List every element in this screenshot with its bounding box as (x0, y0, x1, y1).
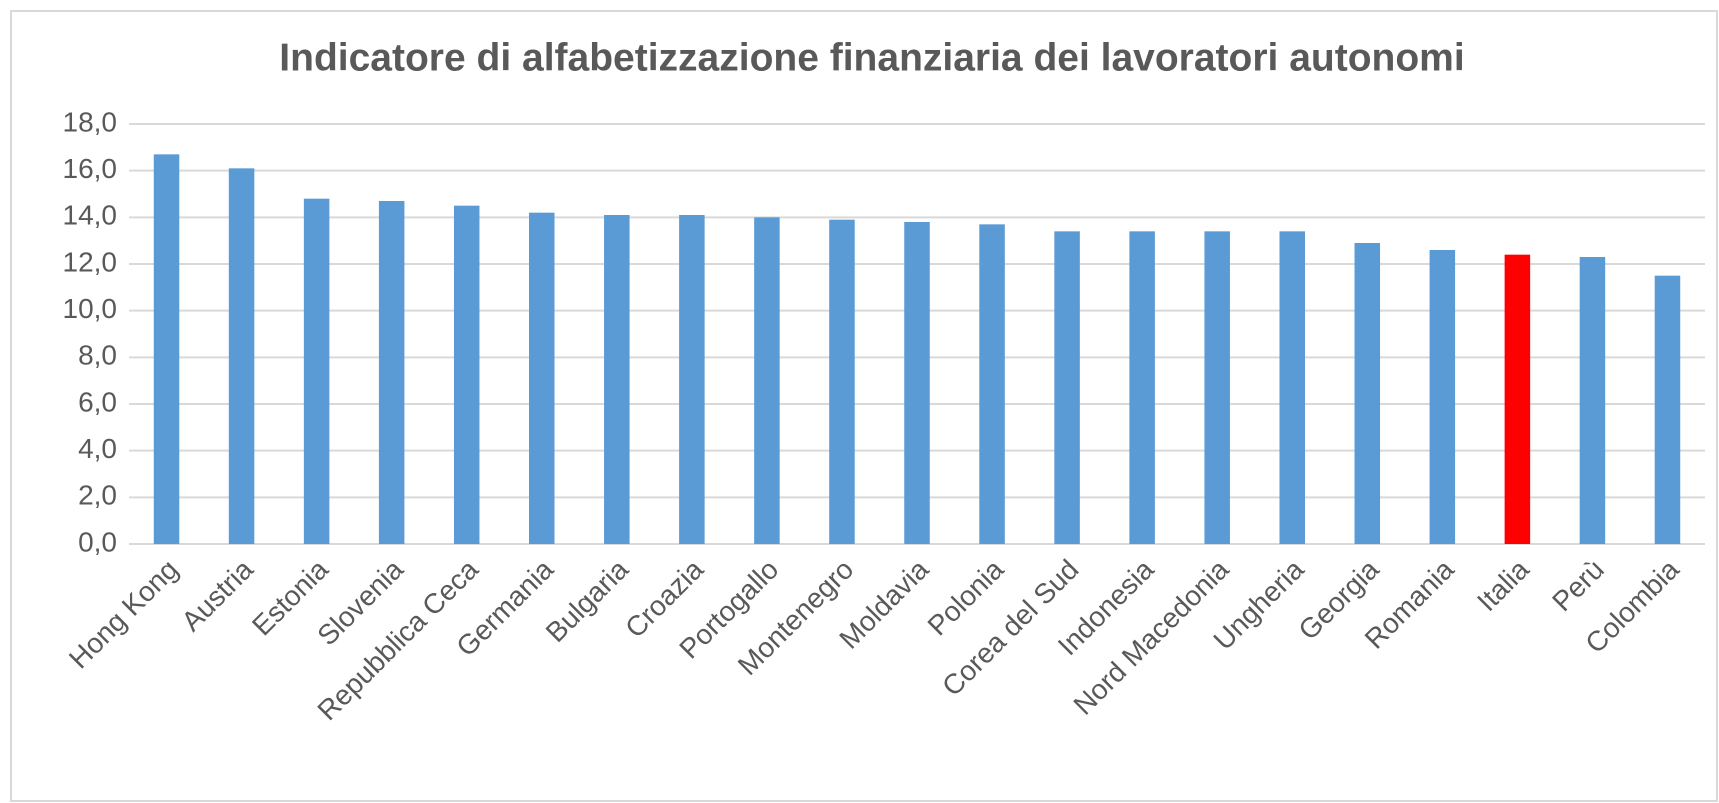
bar (529, 212, 555, 544)
bar (679, 215, 705, 544)
y-tick-label: 8,0 (78, 340, 117, 371)
bar (378, 201, 405, 544)
bar (1579, 257, 1606, 544)
y-tick-label: 4,0 (78, 433, 117, 464)
bar (1204, 231, 1230, 545)
y-tick-label: 6,0 (78, 386, 117, 417)
bar (1429, 250, 1456, 544)
bar (1054, 231, 1080, 545)
y-tick-label: 0,0 (78, 526, 117, 557)
y-tick-label: 14,0 (63, 200, 118, 231)
bar (754, 217, 780, 545)
bar (904, 222, 930, 544)
chart-border (10, 10, 1718, 802)
bar (153, 154, 180, 545)
bar (303, 198, 330, 544)
y-tick-label: 12,0 (63, 246, 118, 277)
bar (1354, 243, 1381, 544)
y-tick-label: 2,0 (78, 480, 117, 511)
bar (1504, 254, 1531, 544)
y-tick-label: 16,0 (63, 153, 118, 184)
bar (829, 219, 855, 544)
bar (453, 205, 480, 544)
bar (1654, 275, 1681, 544)
y-tick-label: 18,0 (63, 106, 118, 137)
bar (228, 168, 255, 545)
bar (1279, 231, 1305, 545)
bar (979, 224, 1005, 545)
chart-title: Indicatore di alfabetizzazione finanziar… (279, 36, 1464, 79)
y-tick-label: 10,0 (63, 293, 118, 324)
bar (604, 215, 630, 544)
bar (1129, 231, 1155, 545)
